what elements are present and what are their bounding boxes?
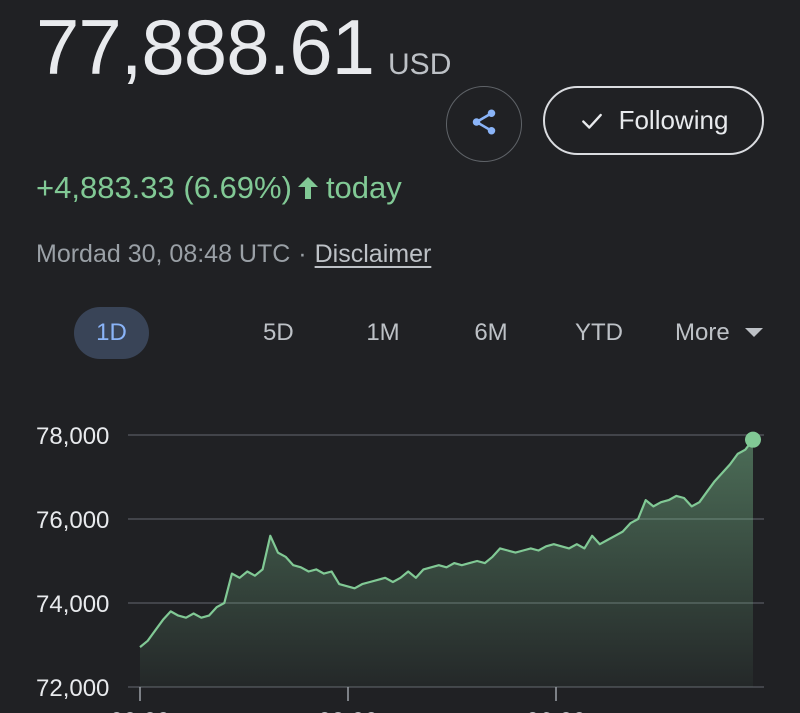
disclaimer-link[interactable]: Disclaimer [314,240,432,268]
change-period: today [325,170,402,205]
range-tab-1d[interactable]: 1D [74,307,149,359]
caret-down-icon [744,327,764,339]
more-label: More [675,319,730,346]
current-price: 77,888.61 [36,3,375,91]
x-tick-label: 06:00 [526,708,586,713]
arrow-up-icon [296,175,320,201]
range-tab-1m[interactable]: 1M [366,319,400,346]
range-tab-6m[interactable]: 6M [474,319,508,346]
check-icon [579,108,605,134]
chart-area-fill [140,439,753,687]
y-tick-label: 72,000 [36,675,109,702]
more-ranges-button[interactable]: More [675,307,764,359]
range-tab-ytd[interactable]: YTD [575,319,623,346]
y-tick-label: 74,000 [36,591,109,618]
x-tick-label: 03:00 [318,708,378,713]
share-icon [469,107,499,142]
chart-series-line [139,439,754,648]
change-value: +4,883.33 (6.69%) [36,170,292,205]
y-tick-label: 78,000 [36,423,109,450]
x-tick-label: 00:00 [110,708,170,713]
current-value-marker [745,431,761,448]
timestamp: Mordad 30, 08:48 UTC [36,240,291,268]
separator: · [298,240,307,268]
price-change: +4,883.33 (6.69%) today [36,170,402,206]
currency-label: USD [388,48,452,81]
price-row: 77,888.61 USD [36,2,451,92]
y-tick-label: 76,000 [36,507,109,534]
range-selector: 1D 5D 1M 6M YTD More [74,307,764,359]
price-chart: 78,000 76,000 74,000 72,000 00:00 03:00 06:00 [36,423,764,713]
following-label: Following [618,105,729,135]
share-button[interactable] [446,86,522,162]
timestamp-row: Mordad 30, 08:48 UTC · Disclaimer [36,240,431,269]
following-button[interactable]: Following [543,86,764,155]
range-tab-5d[interactable]: 5D [263,319,294,346]
